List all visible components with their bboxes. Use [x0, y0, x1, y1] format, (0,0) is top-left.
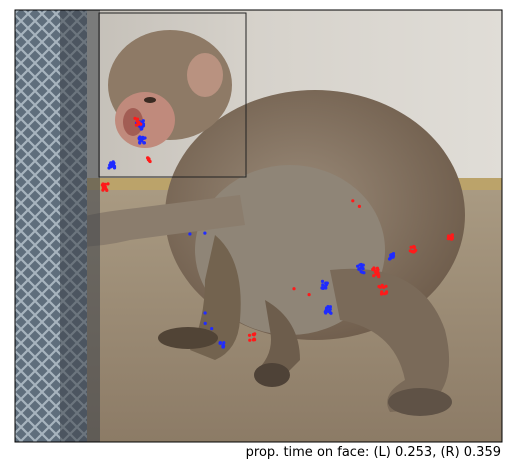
gaze-point — [387, 257, 392, 261]
gaze-point — [326, 305, 330, 309]
gaze-point — [391, 254, 395, 259]
gaze-point — [142, 136, 146, 140]
gaze-point — [140, 139, 144, 143]
gaze-point — [446, 237, 450, 241]
gaze-point — [324, 307, 328, 311]
gaze-point — [106, 182, 110, 186]
gaze-point — [384, 284, 388, 288]
gaze-point — [292, 287, 296, 291]
gaze-point — [328, 307, 332, 311]
gaze-point — [379, 292, 384, 296]
gaze-point — [221, 345, 225, 349]
gaze-point — [222, 341, 226, 345]
gaze-point — [203, 321, 207, 325]
gaze-point — [408, 249, 412, 253]
gaze-point — [358, 263, 362, 267]
axes-frame — [14, 9, 503, 443]
gaze-point — [325, 281, 329, 285]
gaze-point — [105, 188, 109, 192]
gaze-point — [450, 235, 454, 240]
gaze-point — [412, 250, 416, 254]
gaze-point — [210, 327, 214, 331]
face-box — [98, 12, 247, 178]
right-eye-gaze-points — [100, 116, 455, 342]
gaze-point — [253, 338, 257, 342]
gaze-point — [358, 267, 362, 271]
gaze-point — [409, 245, 413, 249]
gaze-point — [102, 184, 107, 188]
gaze-point — [360, 270, 364, 274]
gaze-point — [135, 119, 139, 123]
gaze-point — [137, 136, 141, 140]
gaze-point — [253, 332, 257, 336]
left-eye-gaze-points — [107, 119, 396, 349]
gaze-point — [112, 166, 117, 170]
gaze-point — [357, 204, 361, 208]
gaze-point — [142, 141, 146, 145]
proportion-caption: prop. time on face: (L) 0.253, (R) 0.359 — [245, 445, 501, 460]
gaze-point — [321, 286, 325, 290]
gaze-point — [218, 341, 222, 345]
gaze-point — [324, 310, 329, 314]
gaze-point — [146, 156, 150, 160]
gaze-point — [351, 199, 355, 203]
monkey-photo — [15, 10, 502, 442]
gaze-point — [389, 253, 393, 257]
gaze-point — [446, 234, 451, 238]
gaze-point — [385, 290, 389, 294]
gaze-point — [188, 232, 192, 236]
gaze-point — [138, 141, 142, 145]
gaze-point — [148, 159, 152, 164]
gaze-point — [111, 160, 115, 164]
gaze-point — [133, 116, 137, 120]
gaze-point — [320, 279, 325, 283]
gaze-point — [248, 338, 252, 342]
gaze-point — [203, 311, 207, 315]
gaze-point — [391, 252, 396, 256]
gaze-point — [109, 162, 113, 166]
gaze-point — [328, 305, 332, 309]
gaze-point — [412, 245, 416, 249]
gaze-point — [203, 231, 207, 235]
gaze-point — [247, 333, 252, 337]
gaze-point — [323, 284, 327, 288]
gaze-point — [138, 125, 142, 129]
gaze-point — [378, 285, 382, 289]
gaze-point — [372, 274, 376, 278]
gaze-point — [382, 292, 387, 296]
gaze-point — [307, 293, 311, 297]
gaze-point — [329, 311, 333, 315]
gaze-point — [450, 233, 454, 237]
gaze-point — [321, 283, 325, 287]
gaze-point — [374, 269, 379, 273]
gaze-point — [372, 267, 376, 271]
